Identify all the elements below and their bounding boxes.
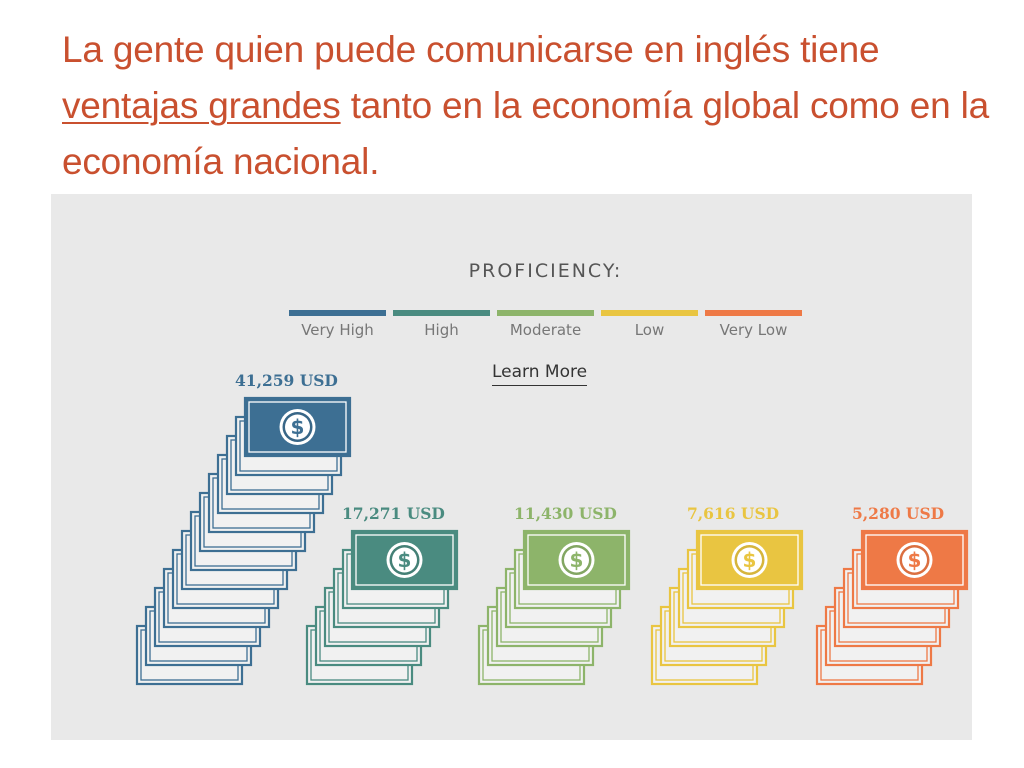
legend-title: PROFICIENCY:	[468, 260, 623, 282]
legend-item: Moderate	[497, 310, 594, 339]
dollar-icon: $	[896, 542, 933, 578]
dollar-icon: $	[279, 409, 316, 445]
title-part-2: tanto en la economía global como en la e…	[62, 85, 989, 182]
svg-text:$: $	[291, 415, 305, 439]
legend-item: Low	[601, 310, 698, 339]
dollar-bill-top: $	[243, 396, 352, 458]
title-part-1: La gente quien puede comunicarse en ingl…	[62, 29, 880, 70]
legend-label: Low	[634, 321, 665, 339]
legend-item: High	[393, 310, 490, 339]
bar-stack: $	[650, 529, 804, 686]
slide-title: La gente quien puede comunicarse en ingl…	[62, 22, 992, 190]
value-label: 7,616 USD	[687, 504, 779, 523]
legend-swatch	[601, 310, 698, 316]
legend-swatch	[289, 310, 386, 316]
dollar-icon: $	[731, 542, 768, 578]
svg-text:$: $	[398, 548, 412, 572]
bar-stack: $	[135, 396, 352, 686]
income-chart: $41,259 USD $17,271 USD $11,430 USD $7,616 …	[135, 371, 969, 686]
value-label: 17,271 USD	[342, 504, 445, 523]
legend-label: High	[424, 321, 459, 339]
value-label: 41,259 USD	[235, 371, 338, 390]
legend-swatch	[497, 310, 594, 316]
legend-label: Very Low	[719, 321, 788, 339]
svg-text:$: $	[570, 548, 584, 572]
title-underlined-phrase: ventajas grandes	[62, 85, 341, 126]
dollar-bill-top: $	[522, 529, 631, 591]
legend-label: Moderate	[509, 321, 582, 339]
dollar-bill-top: $	[350, 529, 459, 591]
legend-label: Very High	[301, 321, 374, 339]
svg-text:$: $	[908, 548, 922, 572]
legend-swatch	[393, 310, 490, 316]
bar-stack: $	[477, 529, 631, 686]
learn-more-link[interactable]: Learn More	[492, 362, 588, 386]
legend-item: Very Low	[705, 310, 802, 339]
svg-text:$: $	[743, 548, 757, 572]
legend-item: Very High	[289, 310, 386, 339]
legend-swatch	[705, 310, 802, 316]
proficiency-legend: Very High High Moderate Low Very Low	[289, 310, 802, 339]
value-label: 11,430 USD	[514, 504, 617, 523]
dollar-bill-top: $	[695, 529, 804, 591]
dollar-bill-top: $	[860, 529, 969, 591]
bar-stack: $	[305, 529, 459, 686]
dollar-icon: $	[558, 542, 595, 578]
value-label: 5,280 USD	[852, 504, 944, 523]
infographic-panel: PROFICIENCY: Very High High Moderate Low Ver…	[51, 194, 972, 740]
bar-stack: $	[815, 529, 969, 686]
dollar-icon: $	[386, 542, 423, 578]
